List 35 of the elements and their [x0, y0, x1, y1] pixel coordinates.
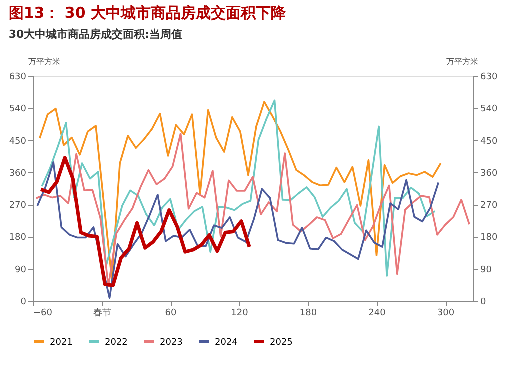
y-tick-label: 180: [9, 233, 27, 244]
y2-tick-label: 270: [480, 201, 498, 212]
x-tick-label: 60: [165, 308, 177, 318]
y2-tick-label: 360: [480, 168, 498, 179]
legend-label: 2022: [105, 338, 128, 348]
y-tick-label: 450: [9, 136, 27, 147]
line-series: [39, 156, 252, 288]
y-tick-label: 270: [9, 201, 27, 212]
chart-title: 图13： 30 大中城市商品房成交面积下降: [8, 4, 288, 22]
x-tick-label: 春节: [93, 308, 112, 318]
legend-label: 2025: [270, 338, 293, 348]
y2-axis-title: 万平方米: [446, 58, 478, 66]
y-tick-label: 360: [9, 168, 27, 179]
y-tick-label: 90: [15, 265, 27, 276]
y-tick-label: 0: [20, 298, 27, 308]
x-tick-label: 300: [437, 308, 455, 318]
y-tick-label: 540: [9, 104, 27, 115]
legend-label: 2021: [50, 338, 73, 348]
y2-tick-label: 180: [480, 233, 498, 244]
y2-tick-label: 90: [480, 265, 492, 276]
y-axis-title: 万平方米: [28, 58, 60, 66]
x-tick-label: 180: [300, 308, 318, 318]
line-series: [36, 132, 470, 288]
y2-tick-label: 0: [480, 298, 486, 308]
x-tick-label: 120: [231, 308, 249, 318]
y2-tick-label: 630: [480, 72, 498, 82]
y2-tick-label: 450: [480, 136, 498, 147]
x-tick-label: 240: [368, 308, 386, 318]
chart-subtitle: 30大中城市商品房成交面积:当周值: [8, 28, 183, 41]
y2-tick-label: 540: [480, 104, 498, 115]
line-series: [36, 162, 440, 300]
x-tick-label: −60: [34, 308, 53, 318]
legend-label: 2024: [215, 338, 238, 348]
y-tick-label: 630: [9, 72, 27, 82]
legend-label: 2023: [160, 338, 183, 348]
